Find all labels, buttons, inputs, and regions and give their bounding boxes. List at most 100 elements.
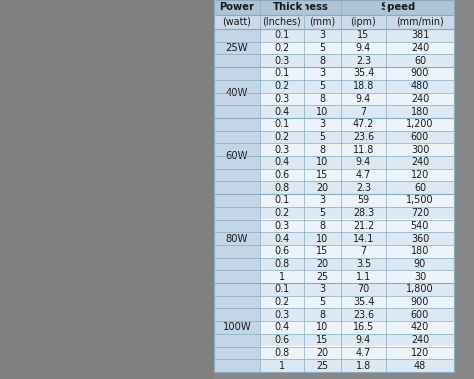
- Bar: [304, 283, 341, 296]
- Bar: [386, 207, 454, 219]
- Text: 0.8: 0.8: [274, 348, 290, 358]
- Bar: [304, 118, 341, 131]
- Text: 20: 20: [317, 259, 328, 269]
- Bar: [260, 29, 304, 42]
- Bar: [341, 334, 386, 346]
- Text: 0.1: 0.1: [274, 119, 290, 129]
- Text: 5: 5: [319, 43, 326, 53]
- Bar: [304, 245, 341, 258]
- Text: 15: 15: [357, 30, 370, 40]
- Text: 30: 30: [414, 272, 426, 282]
- Bar: [341, 182, 386, 194]
- Bar: [260, 55, 304, 67]
- Text: 9.4: 9.4: [356, 94, 371, 104]
- Bar: [341, 270, 386, 283]
- Bar: [260, 80, 304, 92]
- Bar: [260, 169, 304, 182]
- Bar: [214, 334, 260, 346]
- Text: 1.8: 1.8: [356, 360, 371, 371]
- Bar: [386, 182, 454, 194]
- Text: (mm): (mm): [310, 17, 336, 27]
- Text: 15: 15: [316, 246, 328, 256]
- Text: 240: 240: [411, 335, 429, 345]
- Bar: [214, 42, 260, 55]
- Bar: [214, 143, 260, 156]
- Bar: [304, 105, 341, 118]
- Bar: [214, 232, 260, 245]
- Text: 8: 8: [319, 145, 326, 155]
- Text: 540: 540: [411, 221, 429, 231]
- Bar: [304, 346, 341, 359]
- Text: 0.1: 0.1: [274, 284, 290, 294]
- Text: 2.3: 2.3: [356, 183, 371, 193]
- Text: 3.5: 3.5: [356, 259, 371, 269]
- Text: 900: 900: [411, 69, 429, 78]
- Text: 1,200: 1,200: [406, 119, 434, 129]
- Text: 180: 180: [411, 246, 429, 256]
- Bar: [214, 182, 260, 194]
- Bar: [304, 131, 341, 143]
- Bar: [260, 258, 304, 270]
- Bar: [386, 283, 454, 296]
- Bar: [304, 309, 341, 321]
- Text: 0.4: 0.4: [274, 233, 290, 244]
- Text: 5: 5: [319, 81, 326, 91]
- Bar: [341, 309, 386, 321]
- Text: 10: 10: [316, 233, 328, 244]
- Bar: [214, 118, 260, 131]
- Bar: [304, 219, 341, 232]
- Bar: [214, 194, 260, 207]
- Text: 15: 15: [316, 170, 328, 180]
- Text: 28.3: 28.3: [353, 208, 374, 218]
- Bar: [214, 346, 260, 359]
- Bar: [214, 0, 260, 15]
- Text: 180: 180: [411, 106, 429, 117]
- Text: Speed: Speed: [380, 3, 415, 13]
- Bar: [260, 156, 304, 169]
- Bar: [260, 245, 304, 258]
- Text: 80W: 80W: [226, 233, 248, 244]
- Bar: [304, 92, 341, 105]
- Bar: [214, 283, 260, 296]
- Text: 0.8: 0.8: [274, 183, 290, 193]
- Text: 0.4: 0.4: [274, 106, 290, 117]
- Bar: [214, 219, 260, 232]
- Bar: [260, 182, 304, 194]
- Bar: [214, 0, 454, 372]
- Text: 25W: 25W: [226, 43, 248, 53]
- Bar: [260, 270, 304, 283]
- Bar: [341, 105, 386, 118]
- Bar: [341, 321, 386, 334]
- Bar: [214, 169, 260, 182]
- Text: 60: 60: [414, 56, 426, 66]
- Text: 240: 240: [411, 94, 429, 104]
- Text: 0.8: 0.8: [274, 259, 290, 269]
- Bar: [386, 334, 454, 346]
- Text: (watt): (watt): [223, 17, 251, 27]
- Text: 0.2: 0.2: [274, 208, 290, 218]
- Bar: [260, 0, 341, 15]
- Bar: [304, 232, 341, 245]
- Bar: [386, 309, 454, 321]
- Text: 11.8: 11.8: [353, 145, 374, 155]
- Text: 2.3: 2.3: [356, 56, 371, 66]
- Text: 20: 20: [317, 348, 328, 358]
- Text: 0.6: 0.6: [274, 246, 290, 256]
- Bar: [214, 105, 260, 118]
- Bar: [341, 283, 386, 296]
- Bar: [386, 258, 454, 270]
- Text: 8: 8: [319, 310, 326, 320]
- Bar: [341, 42, 386, 55]
- Bar: [214, 92, 260, 105]
- Bar: [214, 258, 260, 270]
- Bar: [341, 80, 386, 92]
- Text: 18.8: 18.8: [353, 81, 374, 91]
- Text: 14.1: 14.1: [353, 233, 374, 244]
- Text: 0.6: 0.6: [274, 170, 290, 180]
- Bar: [260, 207, 304, 219]
- Bar: [214, 15, 260, 29]
- Bar: [304, 156, 341, 169]
- Bar: [386, 232, 454, 245]
- Bar: [260, 143, 304, 156]
- Text: 0.3: 0.3: [274, 221, 290, 231]
